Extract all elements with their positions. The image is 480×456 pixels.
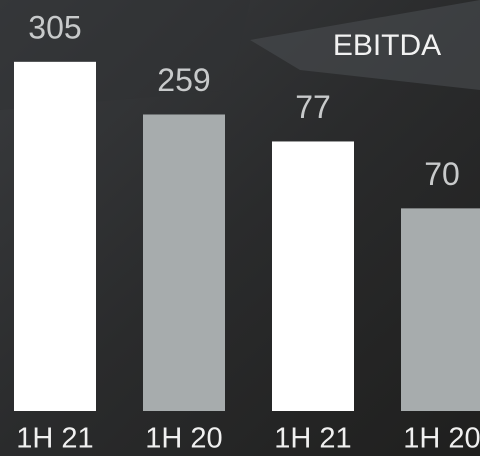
x-tick-label: 1H 21 xyxy=(16,423,93,455)
chart-title: EBITDA xyxy=(333,29,441,62)
value-label: 305 xyxy=(28,9,81,45)
x-tick-label: 1H 21 xyxy=(274,423,351,455)
bar xyxy=(401,208,480,411)
value-label: 259 xyxy=(157,62,210,98)
bar xyxy=(143,114,225,411)
value-label: 77 xyxy=(295,89,331,125)
bar xyxy=(14,62,96,411)
x-tick-label: 1H 20 xyxy=(403,423,480,455)
chart: 305 1H 21 259 1H 20 EBITDA77 1H 21 70 1H 20 xyxy=(0,0,480,456)
value-label: 70 xyxy=(424,156,460,192)
x-tick-label: 1H 20 xyxy=(145,423,222,455)
bar xyxy=(272,141,354,411)
